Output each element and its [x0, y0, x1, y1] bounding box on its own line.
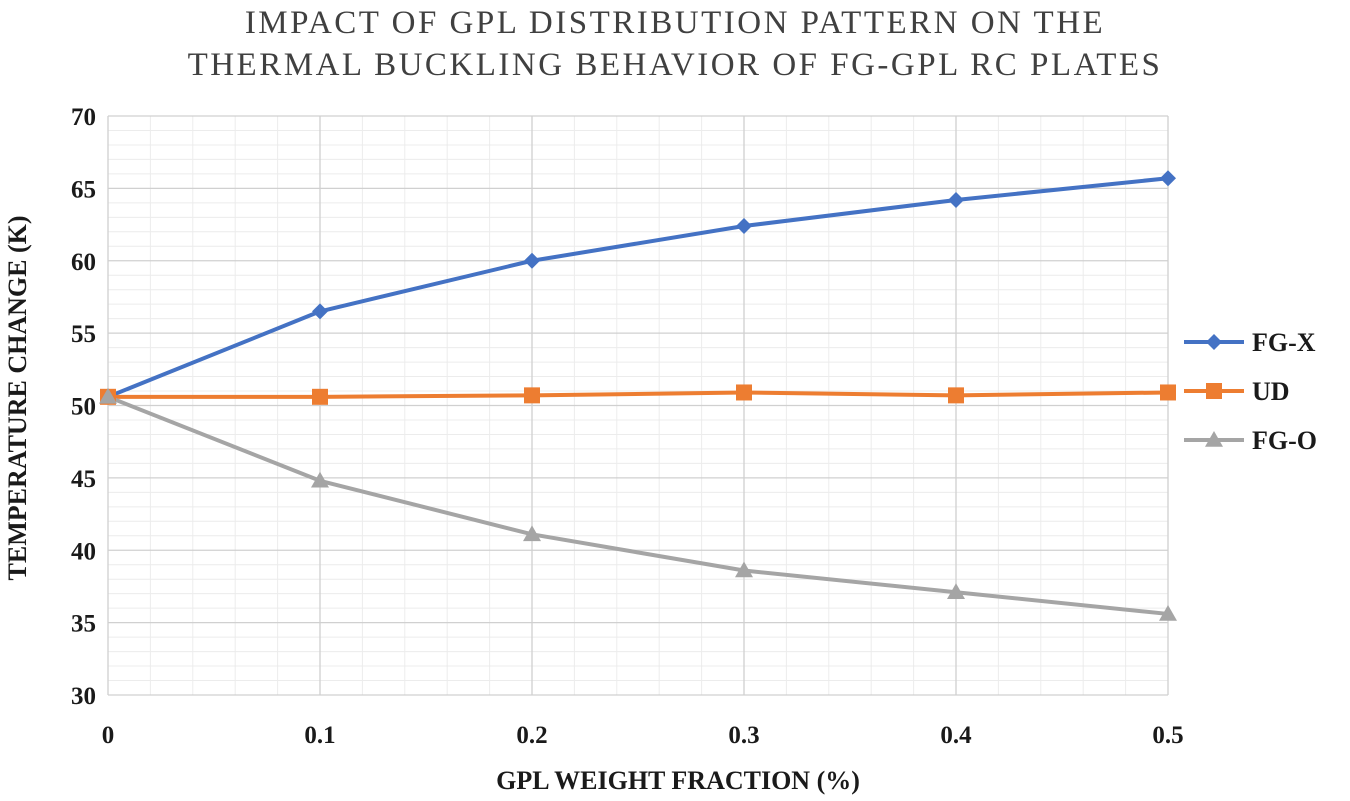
x-tick-label: 0.2: [516, 722, 547, 749]
legend: FG-X UD FG-O: [1184, 328, 1317, 455]
series-line-fg-x: [107, 176, 1169, 399]
data-point-fg-o: [99, 387, 117, 404]
data-point-fg-o: [735, 561, 753, 578]
y-tick-label: 70: [71, 104, 96, 131]
data-point-fg-o: [523, 525, 541, 542]
data-point-ud: [1160, 384, 1176, 401]
x-tick-label: 0.4: [940, 722, 972, 749]
data-point-ud: [524, 387, 540, 404]
data-point-ud: [312, 388, 328, 405]
series-line-fg-o: [107, 394, 1169, 616]
x-axis-label: GPL WEIGHT FRACTION (%): [496, 766, 860, 795]
legend-label-ud: UD: [1252, 377, 1290, 406]
data-point-ud: [948, 387, 964, 404]
x-tick-label: 0.3: [728, 722, 759, 749]
y-tick-label: 60: [71, 249, 96, 276]
y-axis-ticks: 30 35 40 45 50 55 60 65 70: [71, 104, 96, 710]
legend-label-fg-x: FG-X: [1252, 328, 1316, 357]
x-axis-ticks: 0 0.1 0.2 0.3 0.4 0.5: [102, 722, 1184, 749]
y-tick-label: 30: [71, 683, 96, 710]
y-tick-label: 50: [71, 394, 96, 421]
data-point-fg-x: [1160, 170, 1176, 187]
legend-marker-fg-x: [1206, 334, 1222, 350]
data-point-fg-o: [947, 583, 965, 599]
legend-marker-fg-o: [1205, 431, 1223, 447]
data-point-ud: [736, 384, 752, 401]
data-point-fg-x: [524, 252, 540, 269]
chart-title-line-1: IMPACT OF GPL DISTRIBUTION PATTERN ON TH…: [244, 5, 1106, 41]
x-tick-label: 0.1: [304, 722, 335, 749]
y-axis-label: TEMPERATURE CHANGE (K): [3, 216, 32, 581]
minor-gridlines: [108, 116, 1168, 695]
chart-title: IMPACT OF GPL DISTRIBUTION PATTERN ON TH…: [0, 2, 1350, 86]
major-gridlines: [107, 115, 1169, 696]
series-line-ud: [108, 390, 1169, 399]
data-point-fg-x: [312, 303, 328, 320]
data-point-fg-x: [736, 218, 752, 235]
data-point-fg-o: [311, 471, 329, 488]
data-point-fg-o: [1159, 604, 1177, 621]
legend-marker-ud: [1206, 383, 1222, 399]
y-tick-label: 65: [71, 176, 96, 203]
legend-label-fg-o: FG-O: [1252, 426, 1317, 455]
y-tick-label: 45: [71, 466, 96, 493]
series-layer: [99, 170, 1177, 621]
x-tick-label: 0.5: [1152, 722, 1183, 749]
chart-title-line-2: THERMAL BUCKLING BEHAVIOR OF FG-GPL RC P…: [187, 47, 1163, 83]
y-tick-label: 40: [71, 538, 96, 565]
data-point-fg-x: [948, 191, 964, 208]
x-tick-label: 0: [102, 722, 115, 749]
y-tick-label: 35: [71, 611, 96, 638]
y-tick-label: 55: [71, 321, 96, 348]
